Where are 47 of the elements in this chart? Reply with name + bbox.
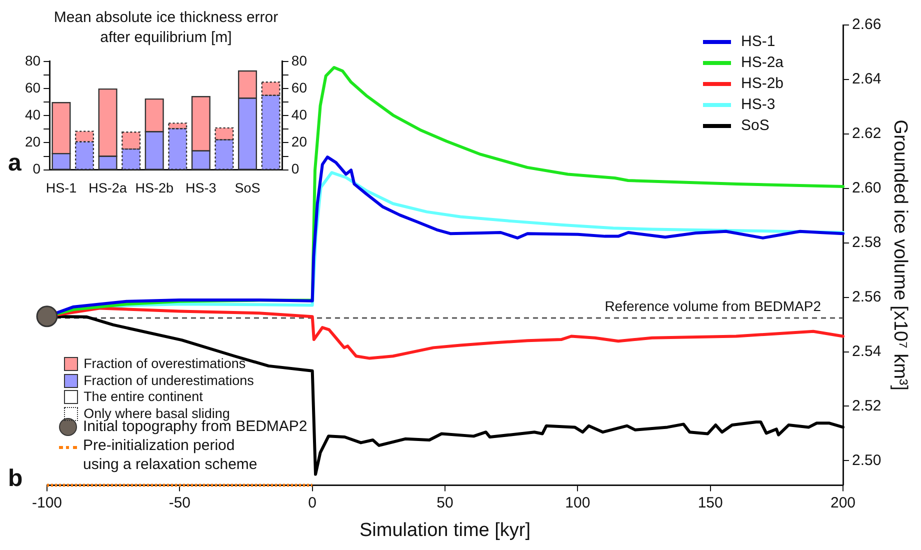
legend-label: HS-2b — [741, 74, 784, 94]
annotation: Only where basal sliding — [84, 406, 230, 421]
legend-label: Fraction of overestimations — [84, 356, 246, 372]
annotation: Pre-initialization period using a relaxation scheme — [83, 436, 258, 474]
legend-label: HS-2a — [741, 53, 784, 73]
x-tick-label: -100 — [32, 494, 62, 512]
x-tick-label: 50 — [436, 494, 454, 512]
y-tick-label: 2.52 — [852, 397, 882, 414]
x-tick-label: 150 — [698, 494, 723, 512]
x-tick-label: HS-2a — [88, 180, 128, 196]
text: a — [8, 149, 22, 176]
y-tick-label: 20 — [24, 134, 41, 150]
y-tick-label: 0 — [32, 160, 41, 177]
x-tick-label: -50 — [168, 494, 191, 512]
y2-tick-label: 0 — [291, 160, 300, 177]
y2-tick-label: 60 — [291, 79, 308, 96]
x-axis-title: Simulation time [kyr] — [359, 520, 531, 541]
x-tick-label: HS-2b — [135, 180, 174, 196]
y-tick-label: 2.64 — [852, 70, 882, 88]
y-axis-title: Grounded ice volume [x10⁷ km³] — [889, 120, 910, 391]
x-tick-label: HS-1 — [46, 180, 77, 196]
text: b — [8, 464, 23, 492]
ref-line-label: Reference volume from BEDMAP2 — [604, 298, 822, 314]
x-tick-label: 200 — [830, 494, 856, 512]
y-tick-label: 2.50 — [852, 452, 882, 469]
y-tick-label: 40 — [24, 106, 41, 122]
y-tick-label: 2.60 — [852, 180, 882, 197]
y-tick-label: 2.58 — [852, 234, 882, 251]
y-tick-label: 60 — [24, 79, 41, 96]
x-tick-label: 100 — [565, 494, 590, 512]
x-tick-label: SoS — [234, 180, 260, 196]
y-tick-label: 2.54 — [852, 342, 882, 360]
y-tick-label: 2.66 — [852, 16, 882, 34]
legend-label: HS-1 — [741, 32, 776, 52]
y2-tick-label: 40 — [291, 106, 308, 122]
y2-tick-label: 80 — [291, 52, 308, 68]
y-tick-label: 80 — [24, 52, 41, 68]
legend-label: Fraction of underestimations — [84, 372, 254, 389]
legend-label: SoS — [741, 116, 770, 136]
y-tick-label: 2.62 — [852, 125, 882, 142]
y2-tick-label: 20 — [291, 134, 308, 150]
y-tick-label: 2.56 — [852, 288, 882, 306]
x-tick-label: 0 — [308, 494, 317, 512]
x-tick-label: HS-3 — [186, 180, 216, 196]
annotation: The entire continent — [84, 389, 203, 406]
chart-title: Mean absolute ice thickness error after equilibrium [m] — [52, 8, 280, 48]
legend-label: HS-3 — [741, 95, 776, 115]
